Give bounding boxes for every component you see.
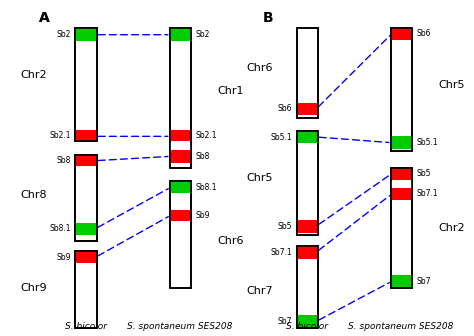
FancyBboxPatch shape xyxy=(170,28,191,168)
FancyBboxPatch shape xyxy=(391,181,412,188)
FancyBboxPatch shape xyxy=(391,28,412,40)
FancyBboxPatch shape xyxy=(75,130,97,141)
Text: Sb2.1: Sb2.1 xyxy=(195,131,217,140)
Text: Sb9: Sb9 xyxy=(195,211,210,220)
Text: Sb7.1: Sb7.1 xyxy=(270,248,292,257)
FancyBboxPatch shape xyxy=(297,131,318,235)
FancyBboxPatch shape xyxy=(391,28,412,151)
Text: Chr8: Chr8 xyxy=(20,190,47,200)
FancyBboxPatch shape xyxy=(297,28,318,118)
FancyBboxPatch shape xyxy=(391,188,412,200)
Text: Sb2: Sb2 xyxy=(195,30,210,39)
FancyBboxPatch shape xyxy=(297,315,318,327)
Text: B: B xyxy=(263,11,273,26)
Text: Sb2.1: Sb2.1 xyxy=(49,131,71,140)
Text: S. spontaneum SES208: S. spontaneum SES208 xyxy=(128,322,233,331)
Text: Sb6: Sb6 xyxy=(417,29,431,38)
Text: Sb8: Sb8 xyxy=(56,156,71,165)
Text: Sb5.1: Sb5.1 xyxy=(417,138,438,147)
Text: A: A xyxy=(39,11,50,26)
FancyBboxPatch shape xyxy=(170,143,191,150)
FancyBboxPatch shape xyxy=(297,246,318,328)
FancyBboxPatch shape xyxy=(75,155,97,241)
Text: Chr2: Chr2 xyxy=(439,223,465,233)
Text: Sb7.1: Sb7.1 xyxy=(417,189,438,198)
Text: Sb5: Sb5 xyxy=(277,222,292,231)
Text: S. bicolor: S. bicolor xyxy=(65,322,107,331)
Text: Chr6: Chr6 xyxy=(218,236,244,246)
FancyBboxPatch shape xyxy=(75,28,97,41)
FancyBboxPatch shape xyxy=(297,131,318,143)
Text: Chr2: Chr2 xyxy=(20,70,47,80)
FancyBboxPatch shape xyxy=(75,28,97,141)
Text: Chr9: Chr9 xyxy=(20,283,47,293)
FancyBboxPatch shape xyxy=(297,220,318,233)
Text: Sb8.1: Sb8.1 xyxy=(195,183,217,192)
FancyBboxPatch shape xyxy=(391,136,412,149)
FancyBboxPatch shape xyxy=(170,181,191,193)
Text: Sb5: Sb5 xyxy=(417,169,431,178)
Text: Sb5.1: Sb5.1 xyxy=(270,133,292,142)
Text: A: A xyxy=(39,11,50,26)
Text: Chr7: Chr7 xyxy=(246,286,273,296)
Text: Sb7: Sb7 xyxy=(417,277,431,286)
Text: Sb9: Sb9 xyxy=(56,253,71,262)
FancyBboxPatch shape xyxy=(391,168,412,288)
FancyBboxPatch shape xyxy=(391,275,412,287)
Text: Chr1: Chr1 xyxy=(218,86,244,96)
Text: Sb8: Sb8 xyxy=(195,152,210,161)
FancyBboxPatch shape xyxy=(170,210,191,221)
FancyBboxPatch shape xyxy=(170,130,191,141)
FancyBboxPatch shape xyxy=(297,246,318,259)
Text: Sb8.1: Sb8.1 xyxy=(49,224,71,233)
FancyBboxPatch shape xyxy=(297,103,318,115)
FancyBboxPatch shape xyxy=(391,168,412,180)
Text: S. bicolor: S. bicolor xyxy=(286,322,328,331)
FancyBboxPatch shape xyxy=(170,150,191,163)
Text: Sb6: Sb6 xyxy=(277,104,292,113)
FancyBboxPatch shape xyxy=(75,155,97,166)
Text: Chr6: Chr6 xyxy=(246,63,273,73)
FancyBboxPatch shape xyxy=(170,181,191,288)
Text: S. spontaneum SES208: S. spontaneum SES208 xyxy=(348,322,454,331)
Text: Sb2: Sb2 xyxy=(56,30,71,39)
FancyBboxPatch shape xyxy=(75,251,97,328)
Text: Chr5: Chr5 xyxy=(439,80,465,90)
Text: Chr5: Chr5 xyxy=(246,173,273,183)
FancyBboxPatch shape xyxy=(75,223,97,235)
FancyBboxPatch shape xyxy=(75,251,97,263)
FancyBboxPatch shape xyxy=(170,28,191,41)
Text: Sb7: Sb7 xyxy=(277,317,292,326)
